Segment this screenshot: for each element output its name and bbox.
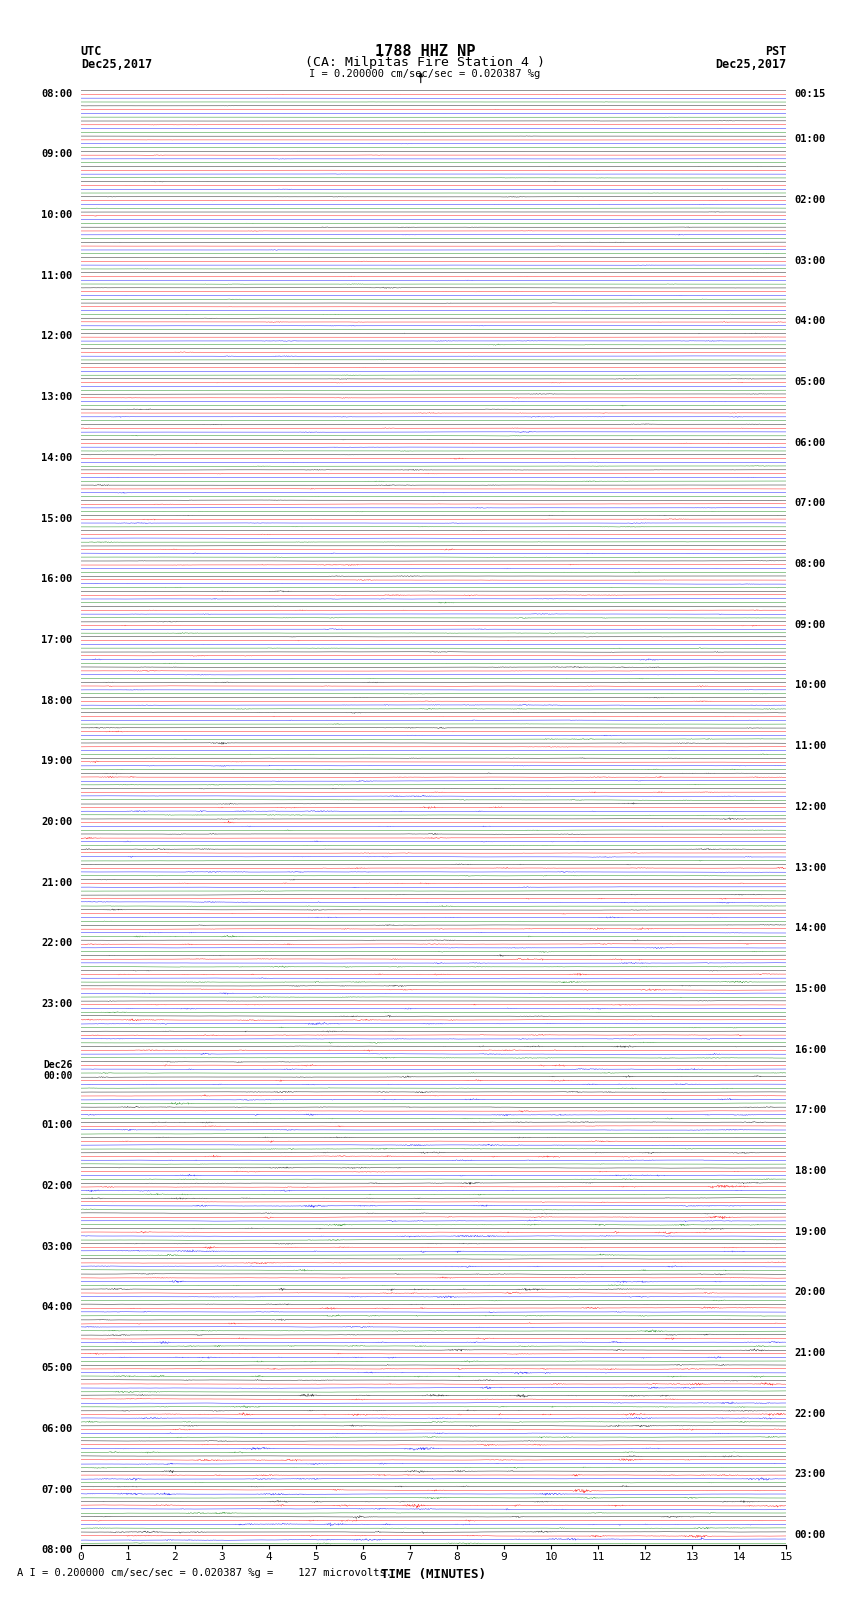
Text: 00:15: 00:15 — [795, 89, 826, 98]
Text: 03:00: 03:00 — [41, 1242, 72, 1252]
Text: 10:00: 10:00 — [41, 210, 72, 219]
Text: 07:00: 07:00 — [795, 498, 826, 508]
Text: 10:00: 10:00 — [795, 681, 826, 690]
Text: 09:00: 09:00 — [41, 150, 72, 160]
Text: 14:00: 14:00 — [41, 453, 72, 463]
Text: 14:00: 14:00 — [795, 923, 826, 934]
Text: 15:00: 15:00 — [795, 984, 826, 994]
Text: 16:00: 16:00 — [795, 1045, 826, 1055]
Text: 11:00: 11:00 — [41, 271, 72, 281]
Text: 17:00: 17:00 — [41, 636, 72, 645]
Text: Dec25,2017: Dec25,2017 — [81, 58, 152, 71]
Text: 11:00: 11:00 — [795, 740, 826, 752]
Text: (CA: Milpitas Fire Station 4 ): (CA: Milpitas Fire Station 4 ) — [305, 56, 545, 69]
Text: PST: PST — [765, 45, 786, 58]
Text: 19:00: 19:00 — [41, 756, 72, 766]
Text: 16:00: 16:00 — [41, 574, 72, 584]
Text: 13:00: 13:00 — [795, 863, 826, 873]
Text: 09:00: 09:00 — [795, 619, 826, 629]
Text: 05:00: 05:00 — [41, 1363, 72, 1373]
Text: 03:00: 03:00 — [795, 255, 826, 266]
Text: 21:00: 21:00 — [795, 1348, 826, 1358]
Text: 15:00: 15:00 — [41, 513, 72, 524]
Text: 02:00: 02:00 — [795, 195, 826, 205]
Text: 22:00: 22:00 — [795, 1408, 826, 1419]
Text: 01:00: 01:00 — [795, 134, 826, 144]
Text: 02:00: 02:00 — [41, 1181, 72, 1190]
Text: Dec25,2017: Dec25,2017 — [715, 58, 786, 71]
Text: 20:00: 20:00 — [41, 818, 72, 827]
Text: 23:00: 23:00 — [41, 998, 72, 1010]
Text: 19:00: 19:00 — [795, 1226, 826, 1237]
Text: 22:00: 22:00 — [41, 939, 72, 948]
Text: 08:00: 08:00 — [795, 560, 826, 569]
Text: 04:00: 04:00 — [795, 316, 826, 326]
Text: 06:00: 06:00 — [41, 1424, 72, 1434]
Text: 05:00: 05:00 — [795, 377, 826, 387]
Text: 12:00: 12:00 — [795, 802, 826, 811]
Text: A I = 0.200000 cm/sec/sec = 0.020387 %g =    127 microvolts.: A I = 0.200000 cm/sec/sec = 0.020387 %g … — [17, 1568, 392, 1578]
Text: 08:00: 08:00 — [41, 1545, 72, 1555]
Text: 21:00: 21:00 — [41, 877, 72, 887]
Text: 06:00: 06:00 — [795, 437, 826, 448]
Text: 20:00: 20:00 — [795, 1287, 826, 1297]
Text: UTC: UTC — [81, 45, 102, 58]
Text: 00:00: 00:00 — [795, 1531, 826, 1540]
Text: 17:00: 17:00 — [795, 1105, 826, 1115]
Text: I = 0.200000 cm/sec/sec = 0.020387 %g: I = 0.200000 cm/sec/sec = 0.020387 %g — [309, 69, 541, 79]
Text: 04:00: 04:00 — [41, 1303, 72, 1313]
Text: 07:00: 07:00 — [41, 1484, 72, 1495]
Text: 23:00: 23:00 — [795, 1469, 826, 1479]
Text: 01:00: 01:00 — [41, 1121, 72, 1131]
Text: 13:00: 13:00 — [41, 392, 72, 402]
Text: 12:00: 12:00 — [41, 332, 72, 342]
Text: 18:00: 18:00 — [795, 1166, 826, 1176]
Text: 1788 HHZ NP: 1788 HHZ NP — [375, 44, 475, 60]
Text: Dec26
00:00: Dec26 00:00 — [42, 1060, 72, 1081]
Text: 18:00: 18:00 — [41, 695, 72, 705]
Text: 08:00: 08:00 — [41, 89, 72, 98]
X-axis label: TIME (MINUTES): TIME (MINUTES) — [381, 1568, 486, 1581]
